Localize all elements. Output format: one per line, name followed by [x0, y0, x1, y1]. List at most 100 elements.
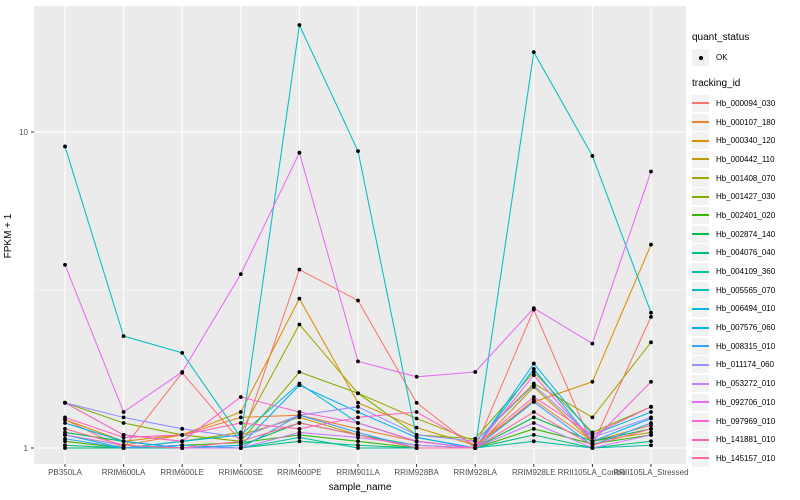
- legend: quant_status OK tracking_id Hb_000094_03…: [692, 30, 798, 468]
- line-key-icon: [692, 132, 709, 150]
- data-point: [531, 50, 536, 54]
- data-point: [531, 426, 536, 431]
- data-point: [180, 439, 185, 444]
- line-key-icon: [692, 206, 709, 224]
- data-point: [414, 439, 419, 444]
- x-tick-label: RRIM928LA: [453, 468, 497, 477]
- legend-item: Hb_000442_110: [692, 150, 798, 169]
- data-point: [180, 426, 185, 431]
- data-point: [531, 421, 536, 425]
- legend-item: Hb_002401_020: [692, 206, 798, 225]
- legend-item: Hb_000340_120: [692, 131, 798, 150]
- x-tick-label: RRII105LA_Stressed: [613, 468, 688, 477]
- x-tick-label: RRIM901LA: [336, 468, 380, 477]
- legend-item-label: Hb_002874_140: [716, 229, 776, 239]
- data-point: [121, 443, 126, 448]
- data-point: [238, 415, 243, 420]
- data-point: [297, 296, 302, 301]
- data-point: [121, 439, 126, 444]
- data-point: [297, 370, 302, 374]
- line-key-icon: [692, 337, 709, 355]
- line-key-icon: [692, 263, 709, 281]
- data-point: [649, 421, 653, 425]
- legend-item-label: Hb_097969_010: [716, 416, 776, 426]
- legend-item-label: Hb_141881_010: [716, 435, 776, 445]
- data-point: [649, 426, 653, 431]
- y-tick-label: 10: [19, 128, 28, 137]
- line-key-icon: [692, 188, 709, 206]
- legend-title-quant-status: quant_status: [692, 32, 750, 43]
- legend-item: Hb_092706_010: [692, 393, 798, 412]
- plot-panel: PB350LA RRIM600LA RRIM600LE RRIM600SE RRIM60…: [19, 6, 689, 477]
- data-point: [238, 435, 243, 440]
- data-point: [649, 310, 653, 315]
- data-point: [238, 395, 243, 399]
- data-point: [649, 443, 653, 448]
- data-point: [63, 443, 67, 448]
- data-point: [473, 370, 478, 374]
- legend-item: Hb_141881_010: [692, 430, 798, 449]
- data-point: [356, 410, 360, 414]
- legend-item-label: OK: [716, 53, 728, 62]
- data-point: [180, 350, 185, 355]
- data-point: [63, 400, 67, 405]
- data-point: [414, 446, 419, 450]
- legend-item-label: Hb_053272_010: [716, 379, 776, 389]
- data-point: [649, 314, 653, 319]
- data-point: [531, 383, 536, 388]
- data-point: [531, 366, 536, 371]
- legend-item-label: Hb_001408_070: [716, 173, 776, 183]
- data-point: [297, 410, 302, 414]
- y-tick-label: 1: [24, 444, 29, 453]
- data-point: [238, 443, 243, 448]
- legend-item: Hb_005565_070: [692, 281, 798, 300]
- legend-item: Hb_097969_010: [692, 412, 798, 431]
- line-key-icon: [692, 319, 709, 337]
- legend-item: Hb_008315_010: [692, 337, 798, 356]
- data-point: [414, 400, 419, 405]
- legend-item: Hb_007576_060: [692, 318, 798, 337]
- data-point: [356, 404, 360, 409]
- data-point: [590, 154, 595, 158]
- data-point: [238, 439, 243, 444]
- legend-item-label: Hb_005565_070: [716, 285, 776, 295]
- data-point: [590, 341, 595, 346]
- legend-item-label: Hb_011174_060: [716, 360, 774, 370]
- line-key-icon: [692, 113, 709, 131]
- data-point: [63, 144, 67, 149]
- data-point: [180, 370, 185, 374]
- data-point: [297, 435, 302, 440]
- x-tick-label: PB350LA: [48, 468, 82, 477]
- legend-item: Hb_004109_360: [692, 262, 798, 281]
- data-point: [63, 433, 67, 437]
- data-point: [180, 446, 185, 450]
- data-point: [121, 435, 126, 440]
- data-point: [531, 439, 536, 444]
- data-point: [297, 426, 302, 431]
- point-key-icon: [692, 49, 709, 66]
- x-tick-label: RRIM600PE: [277, 468, 321, 477]
- data-point: [238, 272, 243, 277]
- x-tick-label: RRII105LA_Control: [558, 468, 628, 477]
- x-tick-label: RRIM600LE: [160, 468, 204, 477]
- data-point: [63, 446, 67, 450]
- legend-item: Hb_053272_010: [692, 374, 798, 393]
- legend-item-label: Hb_000442_110: [716, 154, 775, 164]
- legend-item: Hb_001408_070: [692, 169, 798, 188]
- data-point: [356, 298, 360, 303]
- data-point: [238, 446, 243, 450]
- data-point: [473, 446, 478, 450]
- line-key-icon: [692, 431, 709, 449]
- data-point: [649, 433, 653, 437]
- x-tick-label: RRIM928BA: [394, 468, 439, 477]
- line-key-icon: [692, 169, 709, 187]
- line-key-icon: [692, 150, 709, 168]
- legend-item-label: Hb_004109_360: [716, 267, 776, 277]
- x-tick-label: RRIM928LE: [512, 468, 556, 477]
- data-point: [414, 443, 419, 448]
- data-point: [590, 446, 595, 450]
- data-point: [356, 359, 360, 364]
- data-point: [121, 446, 126, 450]
- data-point: [297, 383, 302, 388]
